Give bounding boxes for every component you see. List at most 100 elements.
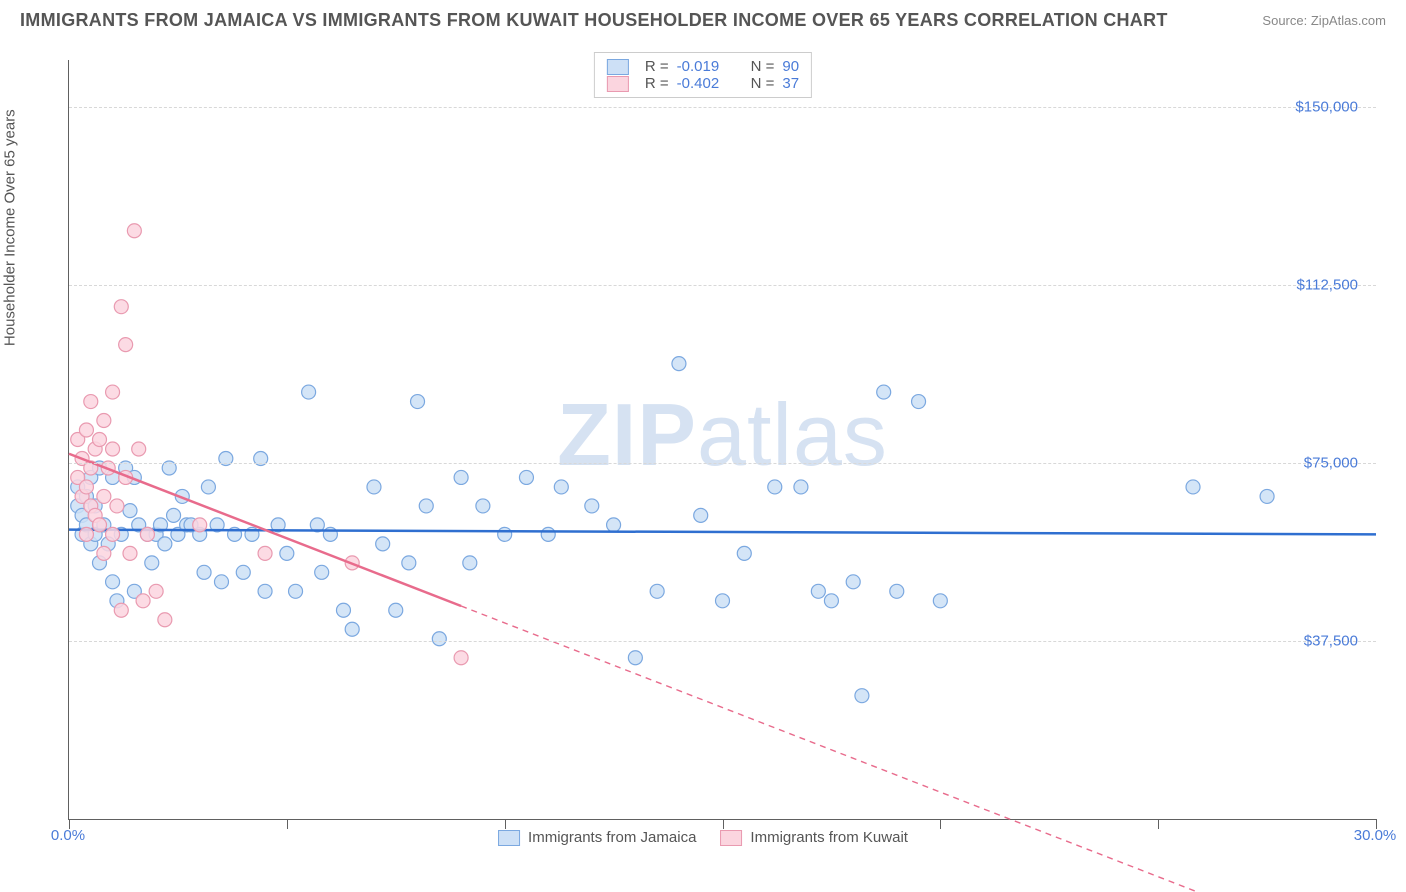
scatter-point bbox=[236, 565, 250, 579]
scatter-point bbox=[367, 480, 381, 494]
scatter-point bbox=[411, 395, 425, 409]
scatter-point bbox=[123, 504, 137, 518]
scatter-point bbox=[811, 584, 825, 598]
scatter-point bbox=[877, 385, 891, 399]
x-tick-label: 30.0% bbox=[1354, 827, 1397, 844]
plot-area: ZIPatlas $37,500$75,000$112,500$150,000 bbox=[68, 60, 1376, 820]
legend-label: Immigrants from Jamaica bbox=[528, 829, 696, 846]
scatter-point bbox=[92, 518, 106, 532]
scatter-overlay bbox=[69, 60, 1376, 819]
scatter-point bbox=[650, 584, 664, 598]
scatter-point bbox=[345, 622, 359, 636]
scatter-point bbox=[145, 556, 159, 570]
x-tick bbox=[723, 819, 724, 829]
scatter-point bbox=[336, 603, 350, 617]
scatter-point bbox=[132, 442, 146, 456]
correlation-legend: R =-0.019N =90R =-0.402N =37 bbox=[594, 52, 812, 98]
scatter-point bbox=[123, 546, 137, 560]
r-label: R = bbox=[645, 75, 669, 92]
scatter-point bbox=[280, 546, 294, 560]
chart-area: Householder Income Over 65 years ZIPatla… bbox=[20, 40, 1386, 872]
scatter-point bbox=[628, 651, 642, 665]
source-label: Source: bbox=[1262, 13, 1307, 28]
scatter-point bbox=[114, 603, 128, 617]
scatter-point bbox=[846, 575, 860, 589]
scatter-point bbox=[106, 527, 120, 541]
scatter-point bbox=[214, 575, 228, 589]
scatter-point bbox=[454, 651, 468, 665]
scatter-point bbox=[585, 499, 599, 513]
y-axis-label: Householder Income Over 65 years bbox=[2, 109, 19, 346]
scatter-point bbox=[289, 584, 303, 598]
scatter-point bbox=[79, 480, 93, 494]
scatter-point bbox=[1260, 489, 1274, 503]
scatter-point bbox=[824, 594, 838, 608]
scatter-point bbox=[127, 224, 141, 238]
scatter-point bbox=[432, 632, 446, 646]
scatter-point bbox=[315, 565, 329, 579]
scatter-point bbox=[119, 338, 133, 352]
y-tick-label: $150,000 bbox=[1295, 99, 1358, 116]
x-tick-label: 0.0% bbox=[51, 827, 85, 844]
gridline-h bbox=[69, 463, 1376, 464]
scatter-point bbox=[498, 527, 512, 541]
chart-source: Source: ZipAtlas.com bbox=[1262, 13, 1386, 28]
scatter-point bbox=[136, 594, 150, 608]
series-legend: Immigrants from Jamaica Immigrants from K… bbox=[498, 829, 908, 846]
scatter-point bbox=[454, 470, 468, 484]
scatter-point bbox=[376, 537, 390, 551]
scatter-point bbox=[110, 499, 124, 513]
scatter-point bbox=[1186, 480, 1200, 494]
scatter-point bbox=[197, 565, 211, 579]
chart-header: IMMIGRANTS FROM JAMAICA VS IMMIGRANTS FR… bbox=[0, 0, 1406, 37]
gridline-h bbox=[69, 285, 1376, 286]
y-tick-label: $75,000 bbox=[1304, 455, 1358, 472]
scatter-point bbox=[694, 508, 708, 522]
scatter-point bbox=[672, 357, 686, 371]
x-tick bbox=[287, 819, 288, 829]
series-legend-item: Immigrants from Jamaica bbox=[498, 829, 696, 846]
gridline-h bbox=[69, 107, 1376, 108]
series-legend-item: Immigrants from Kuwait bbox=[720, 829, 908, 846]
n-label: N = bbox=[751, 58, 775, 75]
scatter-point bbox=[419, 499, 433, 513]
scatter-point bbox=[158, 537, 172, 551]
scatter-point bbox=[149, 584, 163, 598]
scatter-point bbox=[554, 480, 568, 494]
scatter-point bbox=[106, 575, 120, 589]
scatter-point bbox=[476, 499, 490, 513]
scatter-point bbox=[716, 594, 730, 608]
scatter-point bbox=[201, 480, 215, 494]
scatter-point bbox=[79, 423, 93, 437]
scatter-point bbox=[106, 442, 120, 456]
scatter-point bbox=[541, 527, 555, 541]
trend-line-dashed bbox=[461, 606, 1376, 892]
scatter-point bbox=[933, 594, 947, 608]
scatter-point bbox=[97, 489, 111, 503]
scatter-point bbox=[912, 395, 926, 409]
scatter-point bbox=[737, 546, 751, 560]
scatter-point bbox=[114, 300, 128, 314]
correlation-legend-row: R =-0.402N =37 bbox=[607, 75, 799, 92]
scatter-point bbox=[768, 480, 782, 494]
scatter-point bbox=[794, 480, 808, 494]
legend-label: Immigrants from Kuwait bbox=[750, 829, 908, 846]
r-value: -0.019 bbox=[677, 58, 733, 75]
source-value: ZipAtlas.com bbox=[1311, 13, 1386, 28]
scatter-point bbox=[258, 546, 272, 560]
legend-swatch bbox=[607, 76, 629, 92]
legend-swatch bbox=[607, 59, 629, 75]
scatter-point bbox=[79, 527, 93, 541]
scatter-point bbox=[193, 518, 207, 532]
scatter-point bbox=[158, 613, 172, 627]
scatter-point bbox=[92, 433, 106, 447]
scatter-point bbox=[890, 584, 904, 598]
x-tick bbox=[1158, 819, 1159, 829]
scatter-point bbox=[167, 508, 181, 522]
x-tick bbox=[505, 819, 506, 829]
scatter-point bbox=[463, 556, 477, 570]
scatter-point bbox=[607, 518, 621, 532]
scatter-point bbox=[402, 556, 416, 570]
y-tick-label: $112,500 bbox=[1297, 277, 1358, 294]
correlation-legend-row: R =-0.019N =90 bbox=[607, 58, 799, 75]
